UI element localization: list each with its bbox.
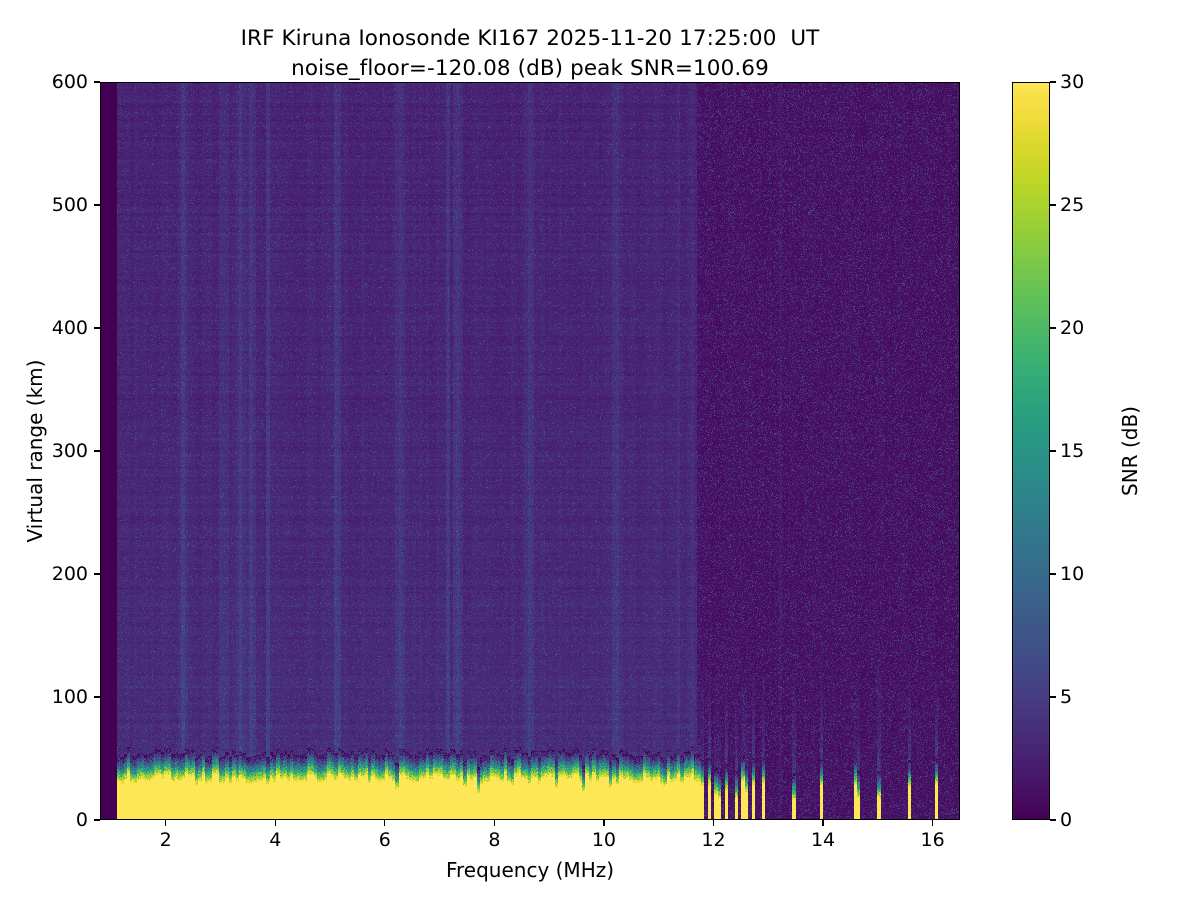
colorbar-tick-label: 30 [1060, 70, 1085, 93]
ionogram-plot-area[interactable] [100, 82, 960, 820]
colorbar-tick-label: 5 [1060, 685, 1073, 708]
colorbar-tick-mark [1050, 819, 1056, 821]
y-axis-label: Virtual range (km) [23, 359, 47, 543]
x-tick-label: 10 [591, 829, 617, 851]
x-tick-label: 2 [159, 829, 172, 851]
colorbar-tick-mark [1050, 696, 1056, 698]
y-tick-mark [94, 450, 100, 452]
y-tick-mark [94, 573, 100, 575]
x-axis-label: Frequency (MHz) [445, 858, 615, 882]
title-line-2: noise_floor=-120.08 (dB) peak SNR=100.69 [291, 56, 769, 81]
y-tick-label: 100 [51, 685, 88, 708]
x-tick-label: 4 [269, 829, 282, 851]
y-tick-mark [94, 204, 100, 206]
colorbar-tick-mark [1050, 204, 1056, 206]
colorbar-tick-mark [1050, 81, 1056, 83]
colorbar-label: SNR (dB) [1118, 406, 1142, 496]
colorbar-tick-mark [1050, 450, 1056, 452]
colorbar-tick-label: 20 [1060, 316, 1085, 339]
y-tick-label: 600 [51, 70, 88, 93]
x-tick-label: 14 [810, 829, 836, 851]
title-line-1: IRF Kiruna Ionosonde KI167 2025-11-20 17… [240, 26, 820, 51]
x-tick-mark [712, 820, 715, 826]
y-tick-label: 400 [51, 316, 88, 339]
x-tick-mark [822, 820, 824, 826]
colorbar-gradient [1012, 82, 1050, 820]
ionogram-heatmap [101, 83, 959, 819]
colorbar-tick-label: 25 [1060, 193, 1085, 216]
y-tick-mark [94, 819, 100, 821]
x-tick-label: 8 [488, 829, 501, 851]
colorbar [1012, 82, 1050, 820]
colorbar-tick-label: 0 [1060, 808, 1073, 831]
colorbar-tick-mark [1050, 327, 1056, 329]
y-tick-label: 500 [51, 193, 88, 216]
x-tick-mark [384, 820, 386, 826]
colorbar-tick-mark [1050, 573, 1056, 575]
x-tick-mark [493, 820, 496, 826]
colorbar-tick-label: 15 [1060, 439, 1085, 462]
colorbar-tick-label: 10 [1060, 562, 1085, 585]
y-tick-label: 200 [51, 562, 88, 585]
figure-title: IRF Kiruna Ionosonde KI167 2025-11-20 17… [0, 24, 1060, 84]
x-tick-mark [274, 820, 276, 826]
y-tick-mark [94, 81, 100, 83]
y-tick-mark [94, 696, 100, 698]
x-tick-label: 6 [378, 829, 391, 851]
x-tick-label: 16 [920, 829, 945, 851]
x-tick-mark [931, 820, 934, 826]
x-tick-label: 12 [701, 829, 726, 851]
y-tick-mark [94, 327, 100, 329]
x-tick-mark [603, 820, 605, 826]
x-tick-mark [165, 820, 167, 826]
y-tick-label: 0 [75, 808, 88, 831]
y-tick-label: 300 [51, 439, 88, 462]
